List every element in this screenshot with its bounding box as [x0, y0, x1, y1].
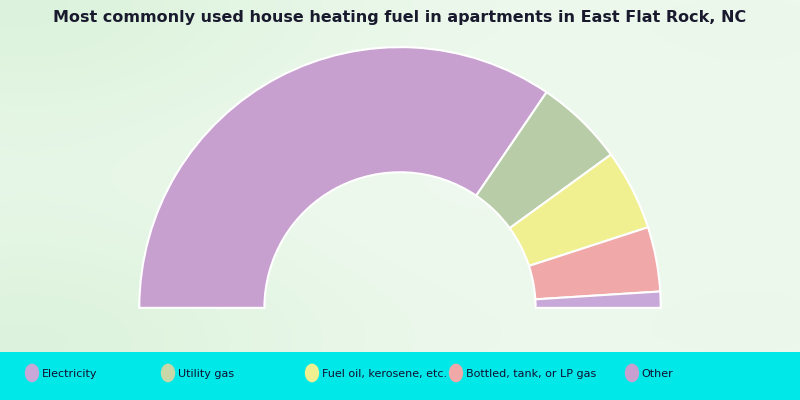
Text: Other: Other: [642, 369, 674, 379]
Wedge shape: [139, 47, 546, 308]
Wedge shape: [510, 154, 648, 266]
Text: Utility gas: Utility gas: [178, 369, 234, 379]
Ellipse shape: [305, 364, 319, 382]
Wedge shape: [529, 227, 660, 299]
Text: Most commonly used house heating fuel in apartments in East Flat Rock, NC: Most commonly used house heating fuel in…: [54, 10, 746, 25]
Ellipse shape: [625, 364, 639, 382]
Wedge shape: [535, 292, 661, 308]
Text: Fuel oil, kerosene, etc.: Fuel oil, kerosene, etc.: [322, 369, 446, 379]
Ellipse shape: [449, 364, 463, 382]
Ellipse shape: [161, 364, 175, 382]
Ellipse shape: [25, 364, 39, 382]
Wedge shape: [476, 92, 611, 228]
Text: Electricity: Electricity: [42, 369, 97, 379]
Text: Bottled, tank, or LP gas: Bottled, tank, or LP gas: [466, 369, 596, 379]
